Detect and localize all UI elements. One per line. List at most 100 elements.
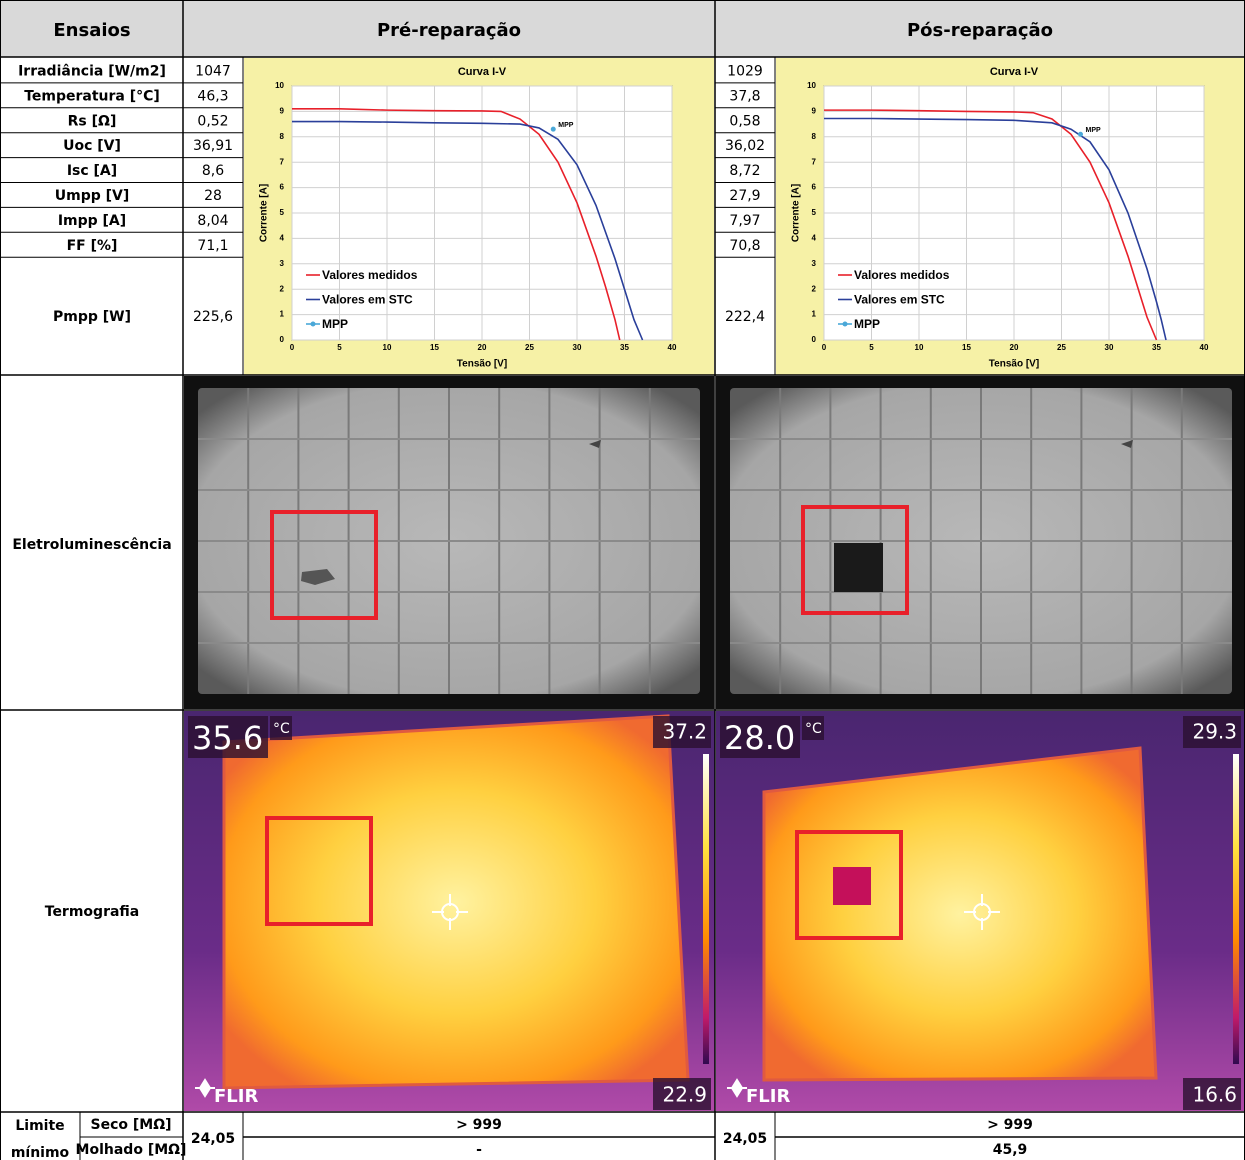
y-tick-label: 9 (812, 107, 817, 116)
y-tick-label: 6 (280, 183, 285, 192)
hot-cell (833, 867, 871, 905)
parameter-label: Temperatura [°C] (24, 88, 160, 104)
column-header: Pós-reparação (907, 20, 1053, 41)
y-tick-label: 5 (280, 208, 285, 217)
parameter-value: 27,9 (729, 188, 760, 204)
legend-label: Valores em STC (322, 293, 413, 307)
chart-title: Curva I-V (990, 66, 1039, 78)
x-tick-label: 40 (1200, 343, 1209, 352)
x-tick-label: 30 (573, 343, 582, 352)
limit-value: 24,05 (191, 1131, 235, 1147)
thermal-panel (764, 748, 1156, 1080)
label: Limite (15, 1118, 64, 1134)
spot-temp: 28.0 (724, 719, 795, 757)
x-tick-label: 15 (962, 343, 971, 352)
legend-label: Valores medidos (854, 268, 950, 282)
column-header: Pré-reparação (377, 20, 521, 41)
min-temp: 16.6 (1192, 1083, 1237, 1107)
label: Seco [MΩ] (91, 1117, 172, 1133)
x-tick-label: 5 (337, 343, 342, 352)
x-tick-label: 0 (290, 343, 295, 352)
parameter-label: Umpp [V] (55, 188, 130, 204)
x-tick-label: 10 (915, 343, 924, 352)
legend-label: Valores medidos (322, 268, 418, 282)
parameter-label: Irradiância [W/m2] (18, 63, 166, 79)
parameter-value: 7,97 (729, 213, 760, 229)
parameter-value: 1029 (727, 63, 763, 79)
y-tick-label: 10 (807, 81, 816, 90)
y-tick-label: 4 (280, 234, 285, 243)
y-tick-label: 0 (812, 335, 817, 344)
header-bg (0, 0, 1245, 57)
parameter-value: 8,6 (202, 163, 224, 179)
parameter-label: Impp [A] (58, 213, 126, 229)
max-temp: 29.3 (1192, 720, 1237, 744)
x-tick-label: 5 (869, 343, 874, 352)
y-tick-label: 8 (280, 132, 285, 141)
y-tick-label: 7 (280, 157, 285, 166)
min-temp: 22.9 (662, 1083, 707, 1107)
parameter-label: FF [%] (67, 238, 118, 254)
label: Molhado [MΩ] (76, 1142, 187, 1158)
legend-label: MPP (322, 317, 348, 331)
flir-logo: FLIR (746, 1086, 790, 1107)
y-tick-label: 8 (812, 132, 817, 141)
mpp-point (551, 127, 556, 132)
el-dark-cell (834, 543, 883, 592)
parameter-label: Uoc [V] (63, 138, 121, 154)
temp-unit: °C (805, 721, 822, 737)
x-axis-title: Tensão [V] (457, 359, 507, 370)
max-temp: 37.2 (662, 720, 707, 744)
limit-value: 24,05 (723, 1131, 767, 1147)
y-tick-label: 7 (812, 157, 817, 166)
mpp-annotation: MPP (558, 122, 574, 129)
parameter-value: 8,04 (197, 213, 228, 229)
parameter-value: 1047 (195, 63, 231, 79)
parameter-value: 71,1 (197, 238, 228, 254)
parameter-value: 28 (204, 188, 222, 204)
thermal-scale (703, 754, 709, 1064)
y-axis-title: Corrente [A] (259, 184, 270, 242)
parameter-label: Isc [A] (67, 163, 117, 179)
label: mínimo (11, 1145, 70, 1160)
flir-logo: FLIR (214, 1086, 258, 1107)
thermal-panel (224, 716, 688, 1088)
y-tick-label: 1 (812, 310, 817, 319)
y-tick-label: 5 (812, 208, 817, 217)
x-tick-label: 30 (1105, 343, 1114, 352)
y-tick-label: 2 (812, 284, 817, 293)
parameter-value: 0,58 (729, 113, 760, 129)
legend-label: Valores em STC (854, 293, 945, 307)
resistance-value: 45,9 (993, 1142, 1028, 1158)
y-tick-label: 3 (280, 259, 285, 268)
chart-title: Curva I-V (458, 66, 507, 78)
parameter-value: 8,72 (729, 163, 760, 179)
temp-unit: °C (273, 721, 290, 737)
mpp-annotation: MPP (1086, 127, 1102, 134)
x-axis-title: Tensão [V] (989, 359, 1039, 370)
resistance-value: - (476, 1142, 482, 1158)
parameter-label: Pmpp [W] (53, 309, 131, 325)
x-tick-label: 20 (1010, 343, 1019, 352)
legend-marker (311, 322, 316, 327)
y-tick-label: 2 (280, 284, 285, 293)
x-tick-label: 25 (525, 343, 534, 352)
y-tick-label: 0 (280, 335, 285, 344)
report-table: EnsaiosPré-reparaçãoPós-reparaçãoIrradiâ… (0, 0, 1245, 1160)
y-tick-label: 6 (812, 183, 817, 192)
x-tick-label: 35 (1152, 343, 1161, 352)
x-tick-label: 25 (1057, 343, 1066, 352)
resistance-value: > 999 (456, 1117, 502, 1133)
x-tick-label: 40 (668, 343, 677, 352)
x-tick-label: 15 (430, 343, 439, 352)
legend-marker (843, 322, 848, 327)
x-tick-label: 0 (822, 343, 827, 352)
y-tick-label: 10 (275, 81, 284, 90)
parameter-value: 46,3 (197, 88, 228, 104)
x-tick-label: 10 (383, 343, 392, 352)
y-tick-label: 3 (812, 259, 817, 268)
resistance-value: > 999 (987, 1117, 1033, 1133)
x-tick-label: 20 (478, 343, 487, 352)
parameter-value: 36,91 (193, 138, 233, 154)
y-tick-label: 1 (280, 310, 285, 319)
